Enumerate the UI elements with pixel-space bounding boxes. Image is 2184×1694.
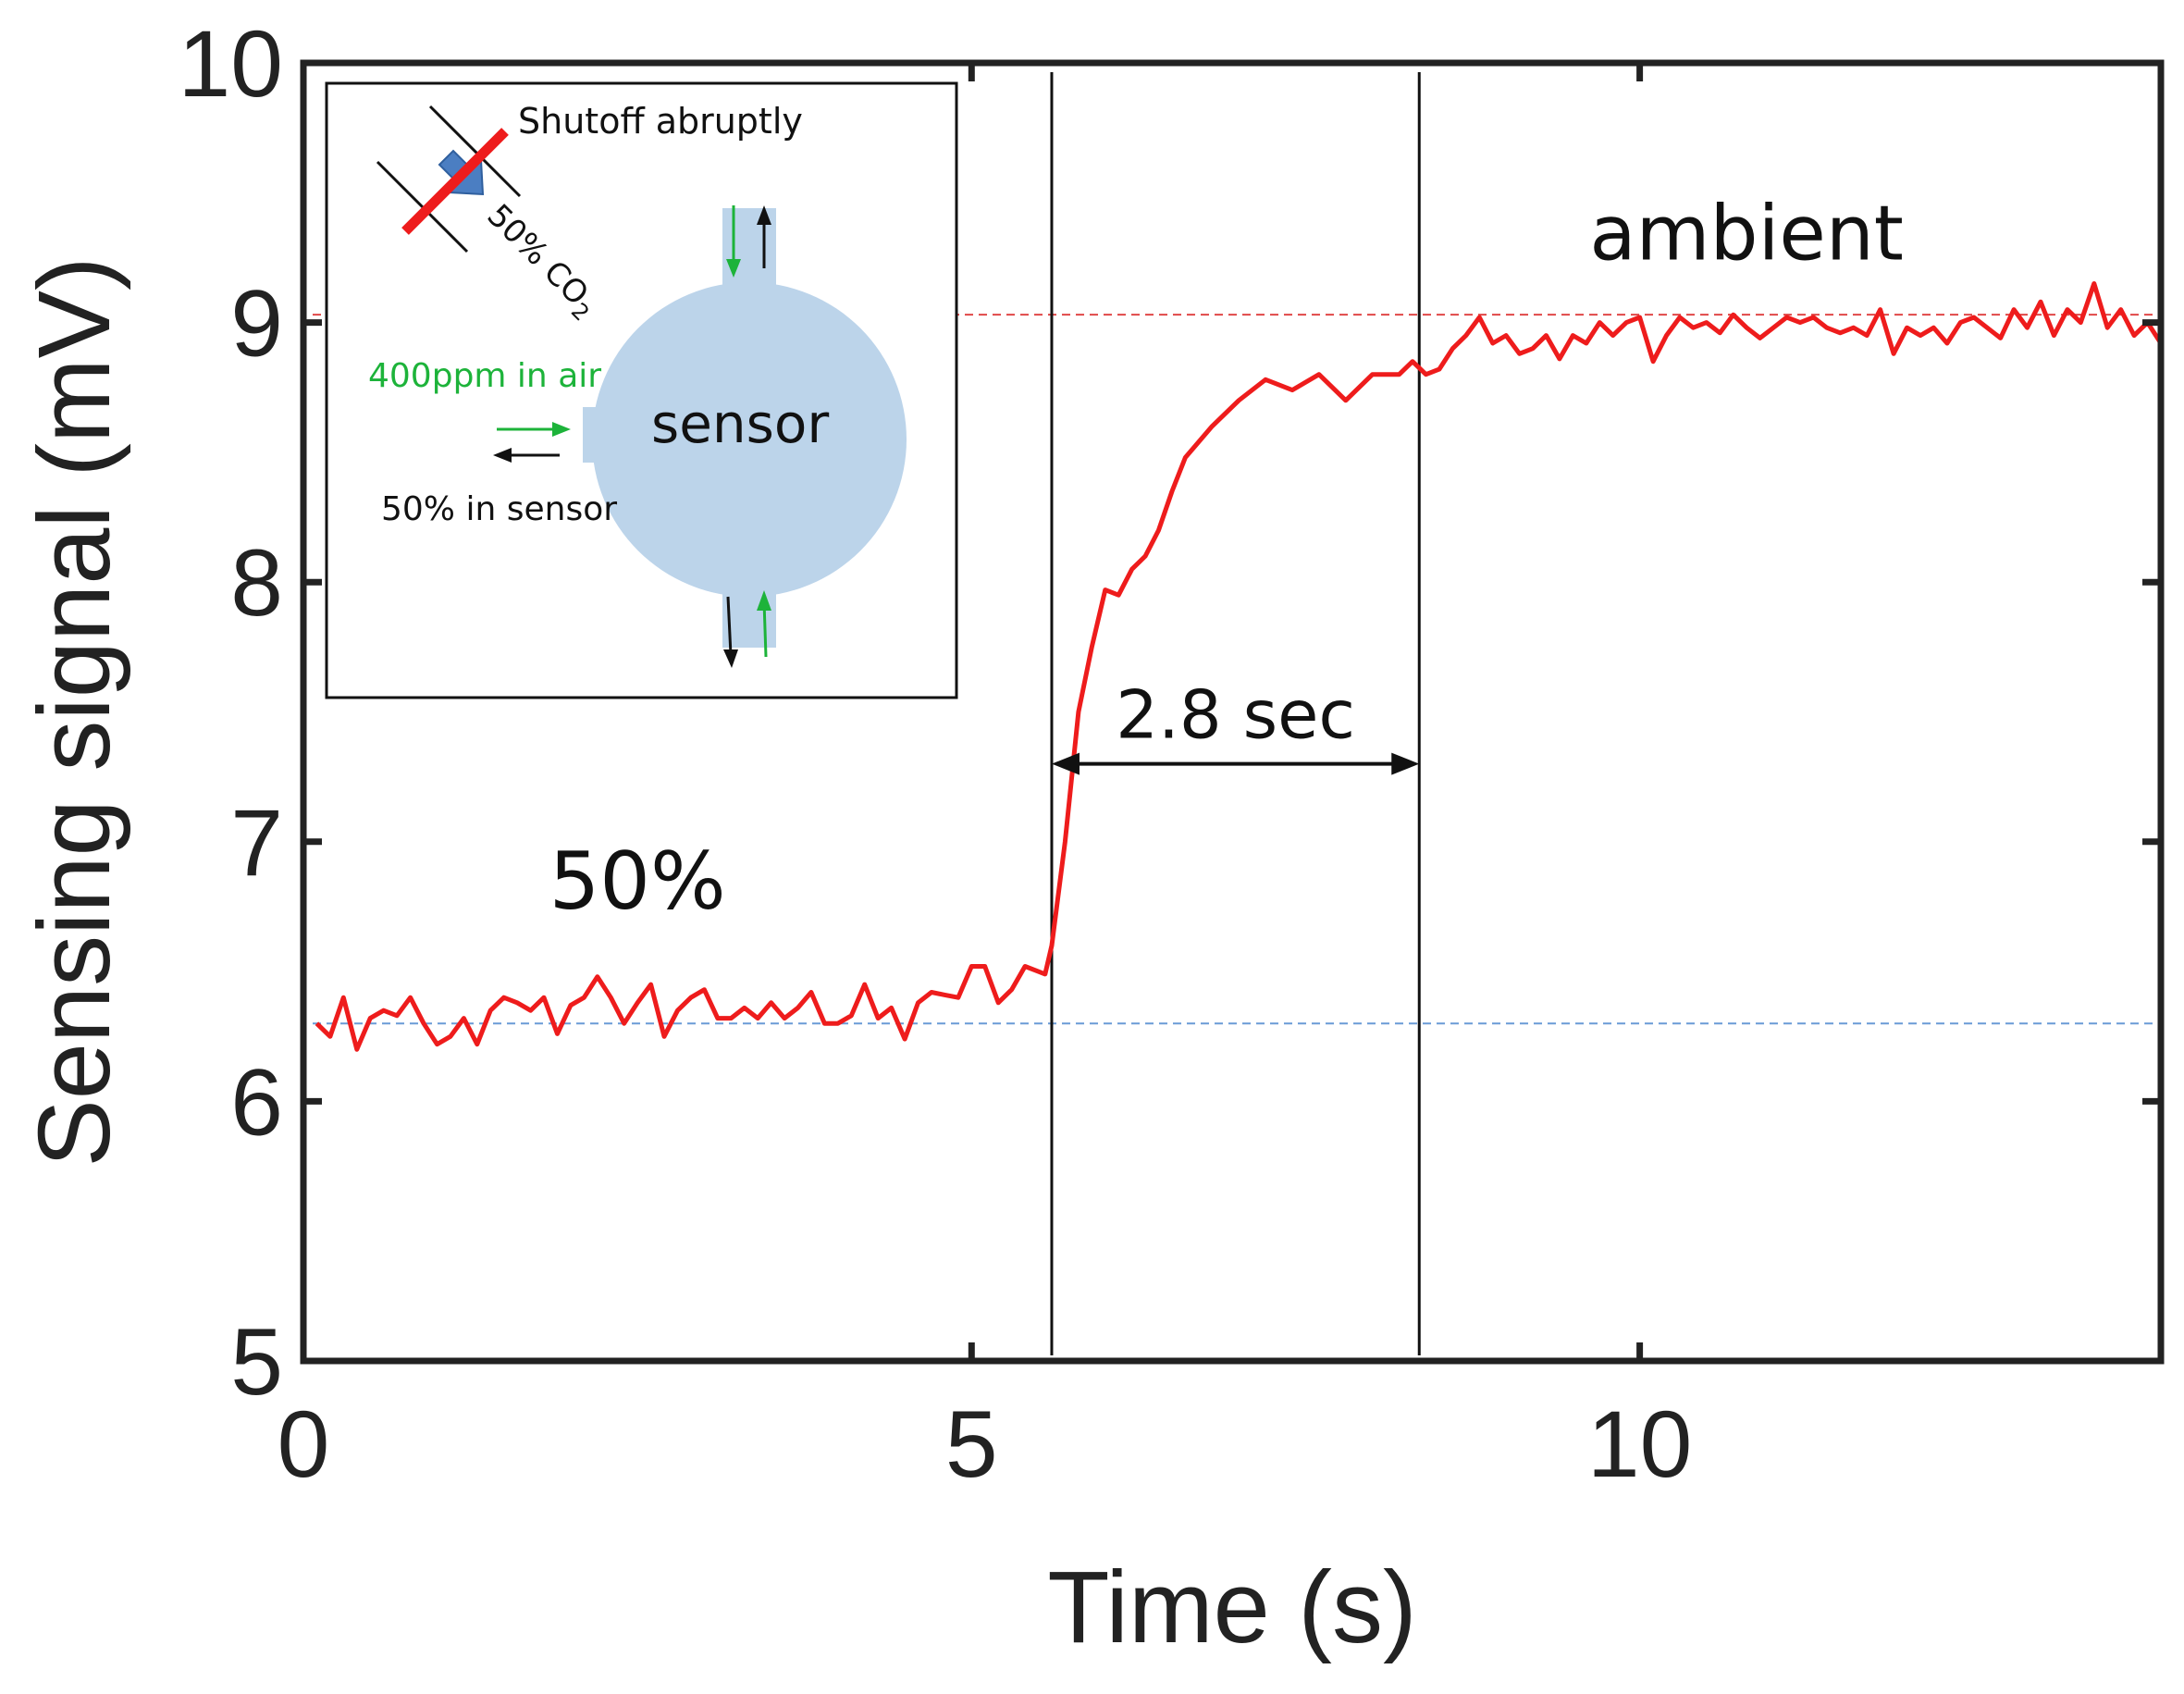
interval-arrow-head-right <box>1391 752 1420 775</box>
ticks <box>300 59 2161 1365</box>
x-axis-title: Time (s) <box>1047 1551 1416 1664</box>
annotations: 2.8 sec 50% ambient <box>549 190 1904 928</box>
shutoff-label: Shutoff abruptly <box>518 101 803 142</box>
x-tick-label: 0 <box>278 1391 330 1497</box>
x-tick-label: 10 <box>1587 1391 1692 1497</box>
data-series <box>315 281 2164 1052</box>
shutoff-bar <box>401 128 509 235</box>
x-tick-label: 5 <box>945 1391 998 1497</box>
signal-line <box>315 281 2164 1052</box>
ambient-label: ambient <box>1589 190 1904 278</box>
plot-frame <box>300 59 2165 1365</box>
y-tick-label: 5 <box>230 1309 283 1415</box>
interval-arrow-head-left <box>1051 752 1080 775</box>
sensor-out-label: 50% in sensor <box>381 490 617 528</box>
flow-arrows <box>493 205 771 668</box>
shutoff-valve <box>376 105 522 253</box>
sensor-body <box>583 208 907 648</box>
y-tick-label: 9 <box>230 271 283 377</box>
sensor-label: sensor <box>651 392 829 455</box>
y-axis-title: Sensing signal (mV) <box>18 256 131 1167</box>
y-tick-label: 10 <box>179 11 283 117</box>
y-tick-label: 7 <box>230 790 283 896</box>
interval-label: 2.8 sec <box>1116 676 1355 754</box>
inset-diagram: Shutoff abruptly 50% CO2 400ppm in air s… <box>325 81 958 699</box>
fifty-percent-label: 50% <box>549 835 726 928</box>
air-label: 400ppm in air <box>368 357 601 395</box>
y-tick-label: 8 <box>230 530 283 636</box>
vertical-marker-lines <box>1050 72 1421 1355</box>
y-tick-label: 6 <box>230 1049 283 1155</box>
